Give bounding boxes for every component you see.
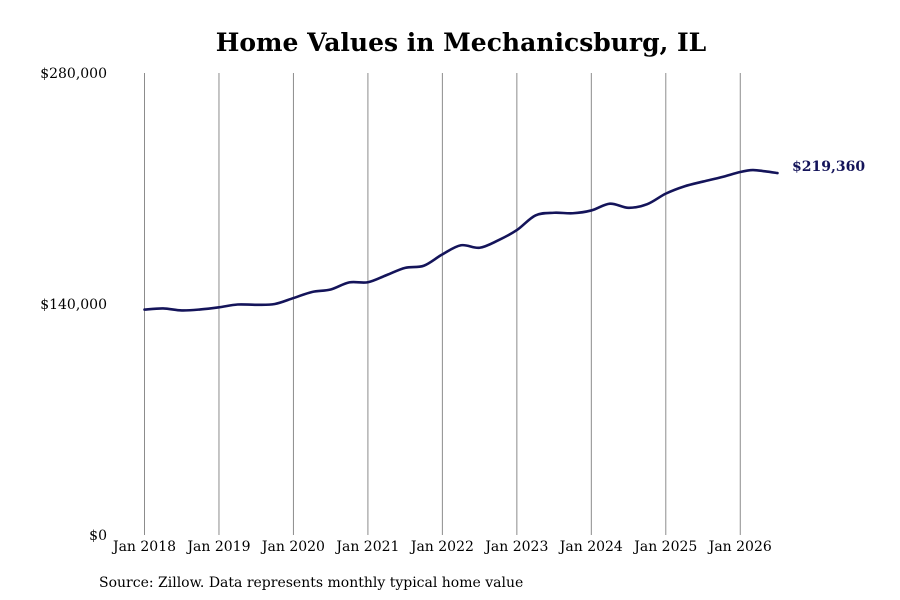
x-tick-label: Jan 2024	[558, 539, 623, 555]
y-tick-label: $0	[89, 528, 107, 544]
x-tick-label: Jan 2020	[260, 539, 325, 555]
x-tick-label: Jan 2025	[632, 539, 697, 555]
y-tick-label: $280,000	[40, 66, 107, 82]
x-tick-label: Jan 2026	[707, 539, 772, 555]
x-tick-label: Jan 2023	[483, 539, 548, 555]
source-note: Source: Zillow. Data represents monthly …	[99, 575, 523, 591]
chart-title: Home Values in Mechanicsburg, IL	[216, 28, 707, 57]
y-tick-label: $140,000	[40, 297, 107, 313]
x-tick-label: Jan 2018	[111, 539, 176, 555]
latest-value-label: $219,360	[792, 159, 865, 175]
x-axis-tick-labels: Jan 2018 Jan 2019 Jan 2020 Jan 2021 Jan 2022…	[111, 539, 772, 555]
series-line-group	[143, 168, 779, 312]
x-tick-label: Jan 2021	[334, 539, 399, 555]
x-tick-label: Jan 2019	[185, 539, 250, 555]
y-axis-tick-labels: $0 $140,000 $280,000	[40, 66, 107, 544]
home-value-line	[143, 168, 779, 312]
x-tick-label: Jan 2022	[409, 539, 474, 555]
vertical-gridlines	[144, 73, 741, 535]
